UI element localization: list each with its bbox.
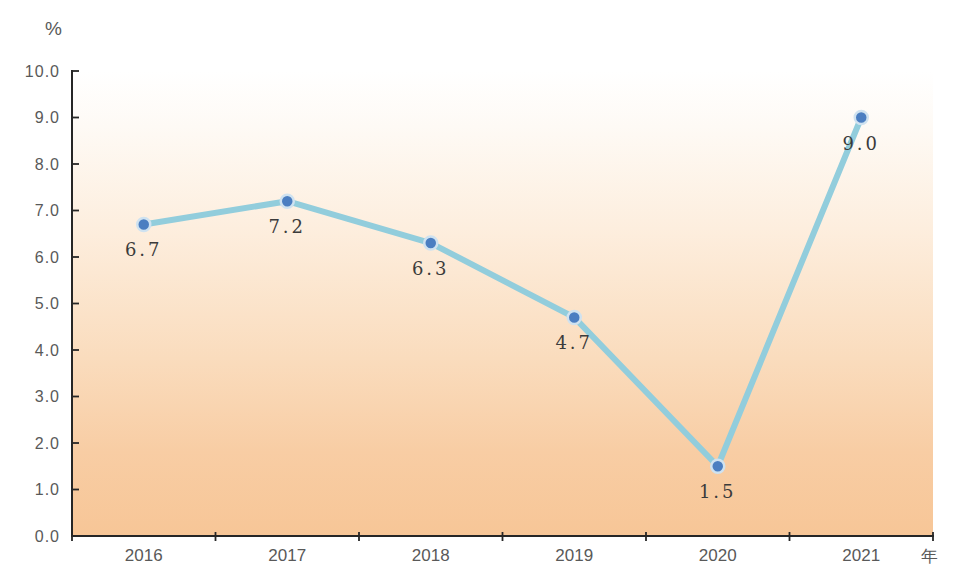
y-axis-tick-label: 4.0 (35, 342, 60, 359)
data-point-label: 6.7 (125, 239, 163, 260)
line-chart: 0.0 1.0 2.0 3.0 4.0 5.0 6.0 7.0 8.0 9.0 10.0 2016 20… (0, 0, 961, 571)
y-axis-tick-label: 9.0 (35, 109, 60, 126)
y-axis-tick-label: 0.0 (35, 528, 60, 545)
x-axis-tick-label: 2019 (555, 546, 593, 565)
data-point (711, 460, 724, 473)
data-point (424, 237, 437, 250)
x-axis-tick-label: 2020 (699, 546, 737, 565)
y-axis-tick-label: 6.0 (35, 249, 60, 266)
data-point-label: 9.0 (842, 133, 880, 154)
data-point-label: 7.2 (268, 216, 306, 237)
line-chart-figure: % 年 0.01.02.03.04.05.06.07.08.09.010.020… (0, 0, 961, 571)
y-axis-tick-label: 2.0 (35, 435, 60, 452)
y-axis-tick-label: 8.0 (35, 156, 60, 173)
x-axis-tick-label: 2018 (412, 546, 450, 565)
y-axis-tick-label: 10.0 (25, 63, 60, 80)
data-point (281, 195, 294, 208)
y-axis-tick-label: 5.0 (35, 295, 60, 312)
data-point-label: 4.7 (555, 332, 593, 353)
data-point (137, 218, 150, 231)
x-axis-tick-label: 2016 (125, 546, 163, 565)
x-axis-tick-label: 2017 (268, 546, 306, 565)
y-axis-tick-label: 3.0 (35, 388, 60, 405)
y-axis-tick-label: 1.0 (35, 481, 60, 498)
data-point (568, 311, 581, 324)
data-point (855, 111, 868, 124)
x-axis-tick-label: 2021 (842, 546, 880, 565)
series-line (144, 118, 862, 467)
y-axis-tick-label: 7.0 (35, 202, 60, 219)
data-point-label: 1.5 (699, 481, 737, 502)
data-point-label: 6.3 (412, 258, 450, 279)
